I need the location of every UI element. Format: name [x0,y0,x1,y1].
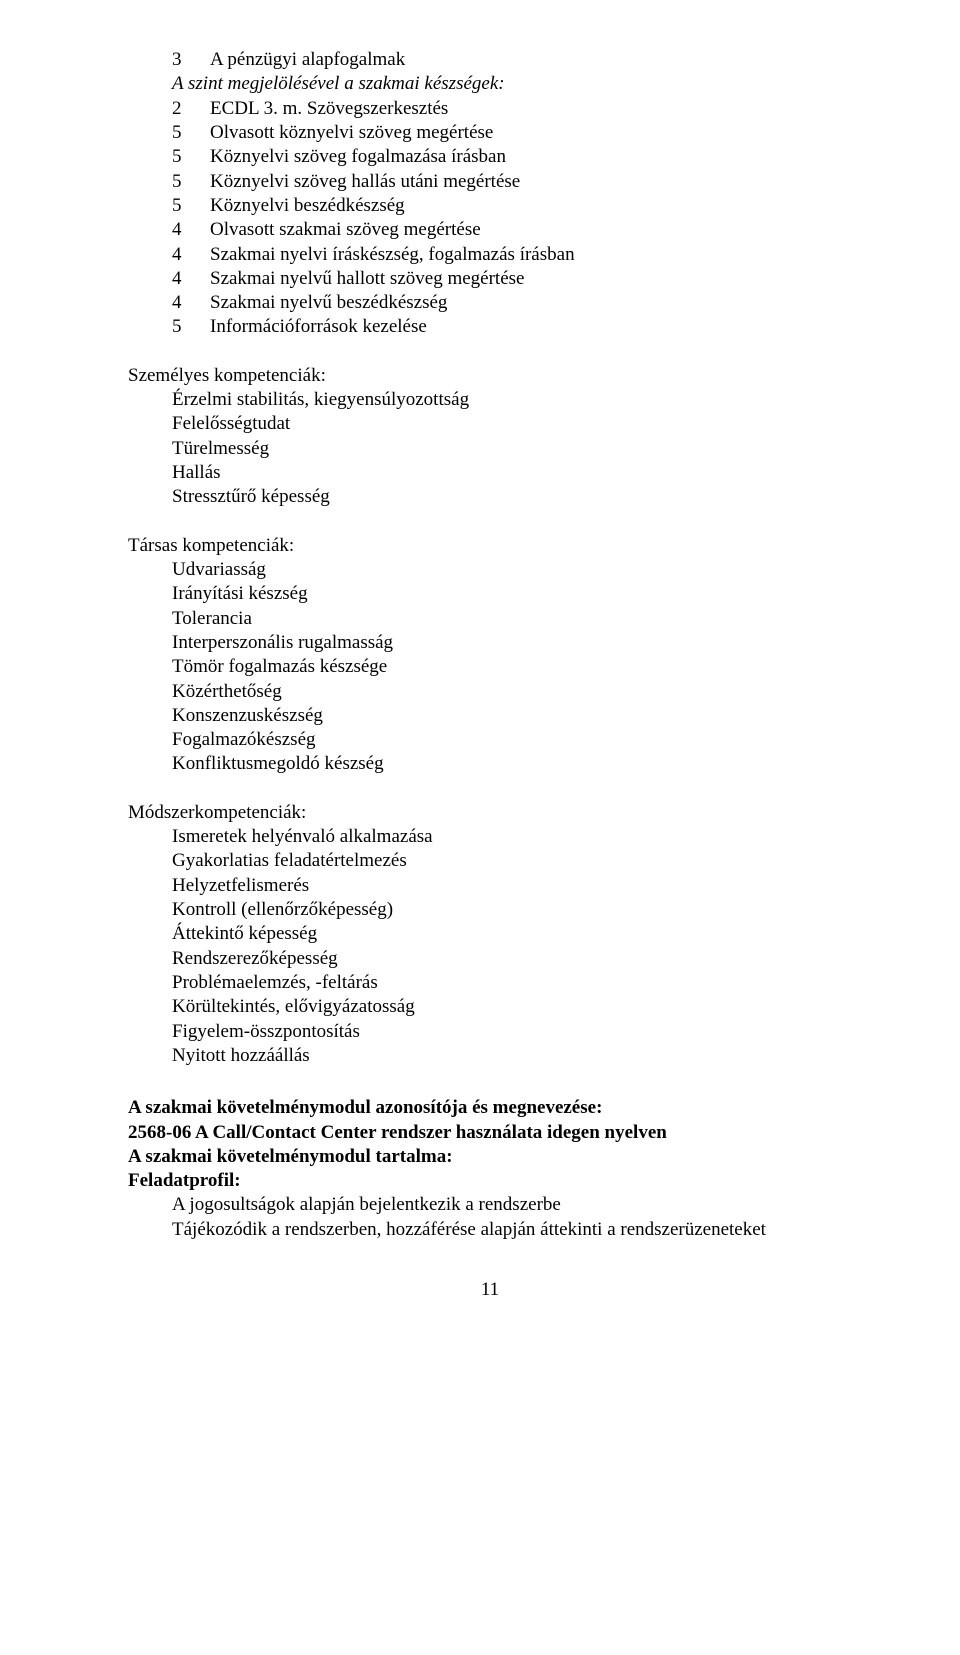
spacer [128,510,852,534]
item-number: 5 [172,315,210,339]
module-code: 2568-06 [128,1122,191,1143]
method-title: Módszerkompetenciák: [128,801,852,825]
list-item: Körültekintés, elővigyázatosság [172,995,852,1019]
spacer [128,340,852,364]
list-item: 5Információforrások kezelése [172,315,852,339]
item-text: Köznyelvi szöveg fogalmazása írásban [210,145,852,169]
list-item: Érzelmi stabilitás, kiegyensúlyozottság [172,388,852,412]
list-item: Rendszerezőképesség [172,947,852,971]
module-block: A szakmai követelménymodul azonosítója é… [128,1096,852,1242]
item-number: 5 [172,145,210,169]
list-item: Figyelem-összpontosítás [172,1020,852,1044]
social-title: Társas kompetenciák: [128,534,852,558]
item-number: 5 [172,121,210,145]
list-item: 3 A pénzügyi alapfogalmak [172,48,852,72]
module-heading-4: Feladatprofil: [128,1169,852,1193]
list-item: Hallás [172,461,852,485]
item-number: 5 [172,170,210,194]
skills-list: 2ECDL 3. m. Szövegszerkesztés 5Olvasott … [128,97,852,340]
list-item: Interperszonális rugalmasság [172,631,852,655]
module-heading-3: A szakmai követelménymodul tartalma: [128,1145,852,1169]
list-item: Tájékozódik a rendszerben, hozzáférése a… [172,1218,852,1242]
list-item: Fogalmazókészség [172,728,852,752]
item-text: Információforrások kezelése [210,315,852,339]
item-text: Szakmai nyelvi íráskészség, fogalmazás í… [210,243,852,267]
item-number: 4 [172,243,210,267]
list-item: Helyzetfelismerés [172,874,852,898]
list-item: Türelmesség [172,437,852,461]
item-number: 2 [172,97,210,121]
personal-list: Érzelmi stabilitás, kiegyensúlyozottság … [128,388,852,510]
item-text: Olvasott köznyelvi szöveg megértése [210,121,852,145]
list-item: 2ECDL 3. m. Szövegszerkesztés [172,97,852,121]
item-number: 4 [172,267,210,291]
item-text: A pénzügyi alapfogalmak [210,48,852,72]
list-item: Problémaelemzés, -feltárás [172,971,852,995]
list-item: Udvariasság [172,558,852,582]
list-item: A jogosultságok alapján bejelentkezik a … [172,1193,852,1217]
list-item: 5Köznyelvi beszédkészség [172,194,852,218]
list-item: 5Olvasott köznyelvi szöveg megértése [172,121,852,145]
spacer [128,777,852,801]
list-item: Konszenzuskészség [172,704,852,728]
list-item: 5Köznyelvi szöveg fogalmazása írásban [172,145,852,169]
item-text: Szakmai nyelvű beszédkészség [210,291,852,315]
list-item: 4Szakmai nyelvű hallott szöveg megértése [172,267,852,291]
spacer [128,1068,852,1092]
item-text: Köznyelvi beszédkészség [210,194,852,218]
module-heading-1: A szakmai követelménymodul azonosítója é… [128,1096,852,1120]
list-item: 4Olvasott szakmai szöveg megértése [172,218,852,242]
list-item: 5Köznyelvi szöveg hallás utáni megértése [172,170,852,194]
personal-title: Személyes kompetenciák: [128,364,852,388]
item-text: ECDL 3. m. Szövegszerkesztés [210,97,852,121]
item-number: 4 [172,291,210,315]
item-number: 4 [172,218,210,242]
top-numbered-block: 3 A pénzügyi alapfogalmak [128,48,852,72]
list-item: Tömör fogalmazás készsége [172,655,852,679]
list-item: Közérthetőség [172,680,852,704]
module-heading-2: 2568-06 A Call/Contact Center rendszer h… [128,1121,852,1145]
task-list: A jogosultságok alapján bejelentkezik a … [128,1193,852,1242]
item-number: 3 [172,48,210,72]
list-item: 4Szakmai nyelvű beszédkészség [172,291,852,315]
list-item: Áttekintő képesség [172,922,852,946]
page-number: 11 [128,1278,852,1302]
list-item: 4Szakmai nyelvi íráskészség, fogalmazás … [172,243,852,267]
skills-subheading: A szint megjelölésével a szakmai készség… [128,72,852,96]
module-name: A Call/Contact Center rendszer használat… [191,1122,667,1143]
item-text: Olvasott szakmai szöveg megértése [210,218,852,242]
list-item: Kontroll (ellenőrzőképesség) [172,898,852,922]
list-item: Irányítási készség [172,582,852,606]
list-item: Ismeretek helyénvaló alkalmazása [172,825,852,849]
item-number: 5 [172,194,210,218]
list-item: Nyitott hozzáállás [172,1044,852,1068]
list-item: Gyakorlatias feladatértelmezés [172,849,852,873]
method-list: Ismeretek helyénvaló alkalmazása Gyakorl… [128,825,852,1068]
list-item: Tolerancia [172,607,852,631]
item-text: Köznyelvi szöveg hallás utáni megértése [210,170,852,194]
social-list: Udvariasság Irányítási készség Toleranci… [128,558,852,777]
list-item: Felelősségtudat [172,412,852,436]
list-item: Konfliktusmegoldó készség [172,752,852,776]
list-item: Stressztűrő képesség [172,485,852,509]
item-text: Szakmai nyelvű hallott szöveg megértése [210,267,852,291]
